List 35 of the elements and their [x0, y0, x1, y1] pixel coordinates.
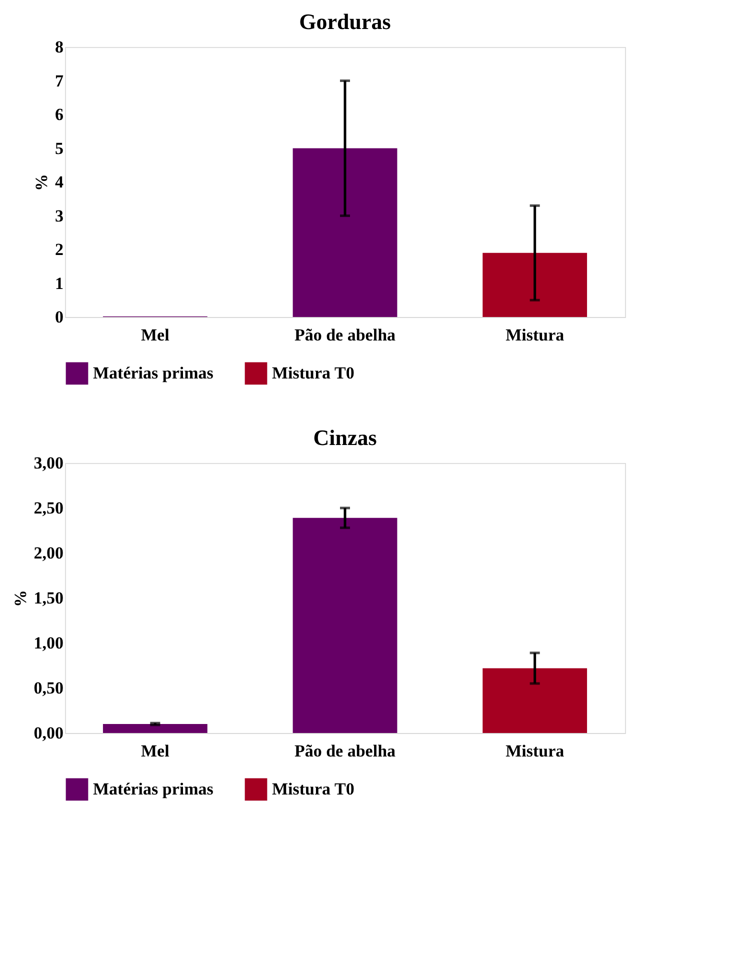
legend-label: Matérias primas: [93, 779, 214, 798]
x-tick-label: Mistura: [506, 742, 565, 760]
y-tick-label: 2: [55, 240, 64, 259]
x-tick-label: Pão de abelha: [294, 742, 396, 760]
y-tick-label: 1,00: [34, 634, 64, 652]
bar: [292, 148, 398, 317]
legend-label: Matérias primas: [93, 363, 214, 382]
bar: [102, 724, 208, 733]
y-tick-label: 6: [55, 105, 64, 124]
bar: [482, 252, 588, 317]
y-axis-title: %: [10, 590, 30, 607]
bar: [482, 668, 588, 733]
legend-label: Mistura T0: [272, 363, 354, 382]
x-tick-label: Mel: [141, 326, 170, 344]
chart-title: Cinzas: [313, 425, 378, 450]
y-tick-label: 2,50: [34, 498, 64, 518]
chart-title: Gorduras: [299, 9, 392, 34]
y-tick-label: 1: [55, 274, 64, 293]
x-tick-label: Mistura: [506, 326, 565, 344]
legend-label: Mistura T0: [272, 779, 354, 798]
x-tick-label: Mel: [141, 742, 170, 760]
y-tick-label: 3,00: [34, 454, 64, 472]
y-tick-label: 8: [55, 38, 64, 56]
y-tick-label: 0,50: [34, 678, 64, 698]
y-tick-label: 3: [55, 206, 64, 226]
y-tick-label: 7: [55, 71, 64, 90]
bar: [292, 518, 398, 733]
y-tick-label: 4: [55, 172, 64, 192]
y-axis-title: %: [32, 174, 51, 191]
y-tick-label: 1,50: [34, 588, 64, 608]
x-tick-label: Pão de abelha: [294, 326, 396, 344]
y-tick-label: 5: [55, 138, 64, 158]
y-tick-label: 0,00: [34, 724, 64, 742]
y-tick-label: 2,00: [34, 544, 64, 562]
y-tick-label: 0: [55, 308, 64, 326]
